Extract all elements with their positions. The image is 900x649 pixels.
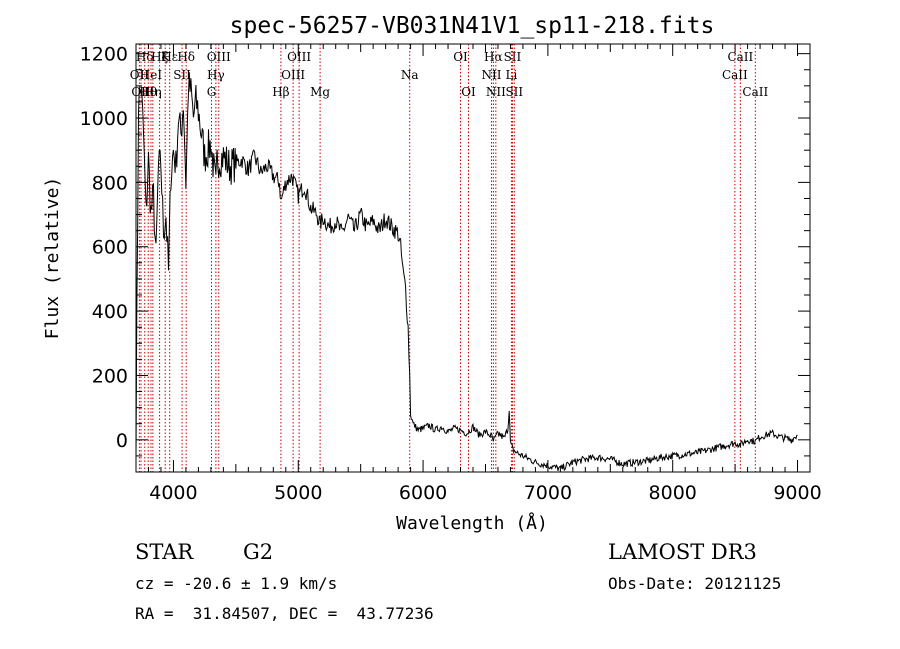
y-axis-label: Flux (relative) <box>42 177 63 340</box>
spectral-line-label: Hγ <box>207 68 225 82</box>
spectral-line-label: Hθ <box>139 85 157 99</box>
x-tick-label: 8000 <box>649 482 697 504</box>
spectral-line-label: Hα <box>484 50 503 64</box>
spectral-line-label: SII <box>173 68 191 82</box>
spectral-line-label: CaII <box>727 50 753 64</box>
spectral-line-label: Na <box>401 68 419 82</box>
sky-coordinates: RA = 31.84507, DEC = 43.77236 <box>135 604 434 623</box>
spectral-line-label: Hη <box>144 85 162 99</box>
survey-name: LAMOST DR3 <box>608 540 757 564</box>
spectral-line-label: HeI <box>140 68 163 82</box>
spectral-line-label: OIII <box>207 50 231 64</box>
spectral-line-label: NII <box>481 68 501 82</box>
spectral-line-label: Hβ <box>272 85 289 99</box>
y-tick-label: 1000 <box>80 108 128 130</box>
spectral-line-label: SII <box>504 50 522 64</box>
spectral-line-label: CaII <box>742 85 768 99</box>
observation-date: Obs-Date: 20121125 <box>608 574 782 593</box>
x-tick-label: 7000 <box>524 482 572 504</box>
object-class: STAR <box>135 540 194 564</box>
spectral-line-label: OIII <box>281 68 305 82</box>
chart-title: spec-56257-VB031N41V1_sp11-218.fits <box>230 13 715 39</box>
spectral-line-label: Li <box>506 68 518 82</box>
spectral-line-label: G <box>207 85 217 99</box>
spectral-line-label: SII <box>505 85 523 99</box>
y-tick-label: 1200 <box>80 44 128 66</box>
x-tick-label: 4000 <box>149 482 197 504</box>
object-subclass: G2 <box>243 540 274 564</box>
x-tick-label: 6000 <box>399 482 447 504</box>
spectral-line-label: OIII <box>287 50 311 64</box>
x-tick-label: 9000 <box>773 482 821 504</box>
redshift-velocity: cz = -20.6 ± 1.9 km/s <box>135 574 338 593</box>
y-tick-label: 600 <box>92 237 128 259</box>
spectral-line-label: NII <box>486 85 506 99</box>
spectral-line-label: Hδ <box>177 50 195 64</box>
y-tick-label: 0 <box>116 430 128 452</box>
axis-ticks: 4000 5000 6000 7000 8000 9000 0 200 400 600 800 100… <box>80 44 822 504</box>
spectral-line-label: OI <box>453 50 468 64</box>
spectral-line-label: K <box>161 50 171 64</box>
spectral-line-label: CaII <box>722 68 748 82</box>
spectral-line-label: OI <box>461 85 476 99</box>
spectrum-line <box>135 72 798 472</box>
x-axis-label: Wavelength (Å) <box>396 512 548 534</box>
spectral-line-label: OII <box>130 68 150 82</box>
spectral-line-label: Hζ <box>151 50 168 64</box>
plot-frame <box>135 43 811 473</box>
x-tick-label: 5000 <box>274 482 322 504</box>
spectral-line-label: Mg <box>310 85 330 99</box>
y-tick-label: 200 <box>92 365 128 387</box>
spectrum-series <box>135 72 798 472</box>
y-tick-label: 400 <box>92 301 128 323</box>
y-tick-label: 800 <box>92 172 128 194</box>
